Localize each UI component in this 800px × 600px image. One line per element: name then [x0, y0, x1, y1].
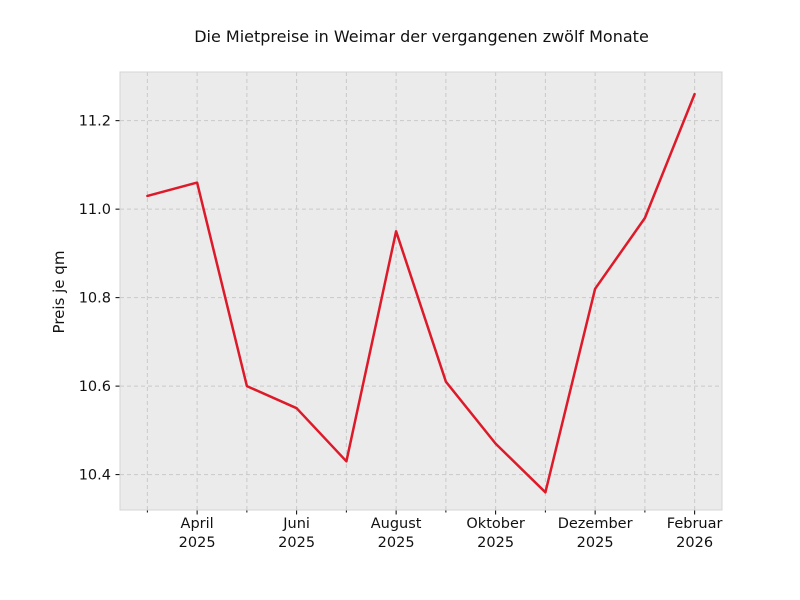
- y-tick-label: 10.8: [79, 291, 111, 307]
- chart-title: Die Mietpreise in Weimar der vergangenen…: [194, 27, 649, 46]
- x-tick-label-year: 2026: [676, 535, 713, 551]
- x-tick-label-month: Juni: [282, 516, 310, 532]
- x-tick-label-year: 2025: [577, 535, 614, 551]
- x-tick-label-month: Dezember: [558, 516, 633, 532]
- x-tick-label-year: 2025: [378, 535, 415, 551]
- x-tick-label-month: August: [371, 516, 422, 532]
- y-tick-label: 11.2: [79, 114, 111, 130]
- plot-border: [119, 71, 723, 511]
- x-tick-label-month: Februar: [667, 516, 723, 532]
- y-axis-label: Preis je qm: [50, 250, 68, 334]
- x-tick-label-year: 2025: [278, 535, 315, 551]
- x-tick-label-month: Oktober: [466, 516, 524, 532]
- y-tick-label: 11.0: [79, 202, 111, 218]
- x-tick-label-year: 2025: [477, 535, 514, 551]
- plot-background: [120, 72, 722, 510]
- x-tick-label-year: 2025: [179, 535, 216, 551]
- x-tick-label-month: April: [181, 516, 214, 532]
- y-tick-label: 10.4: [79, 468, 111, 484]
- price-series-line: [146, 92, 696, 494]
- y-tick-label: 10.6: [79, 379, 111, 395]
